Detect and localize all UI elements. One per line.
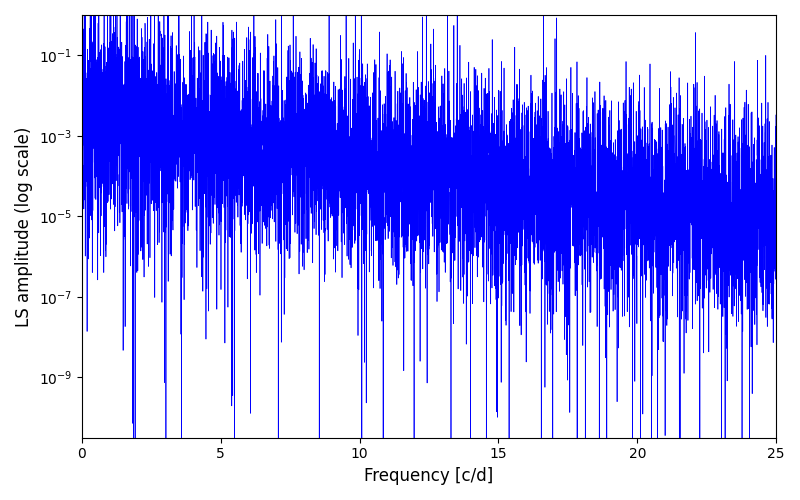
- Y-axis label: LS amplitude (log scale): LS amplitude (log scale): [15, 126, 33, 326]
- X-axis label: Frequency [c/d]: Frequency [c/d]: [364, 467, 494, 485]
